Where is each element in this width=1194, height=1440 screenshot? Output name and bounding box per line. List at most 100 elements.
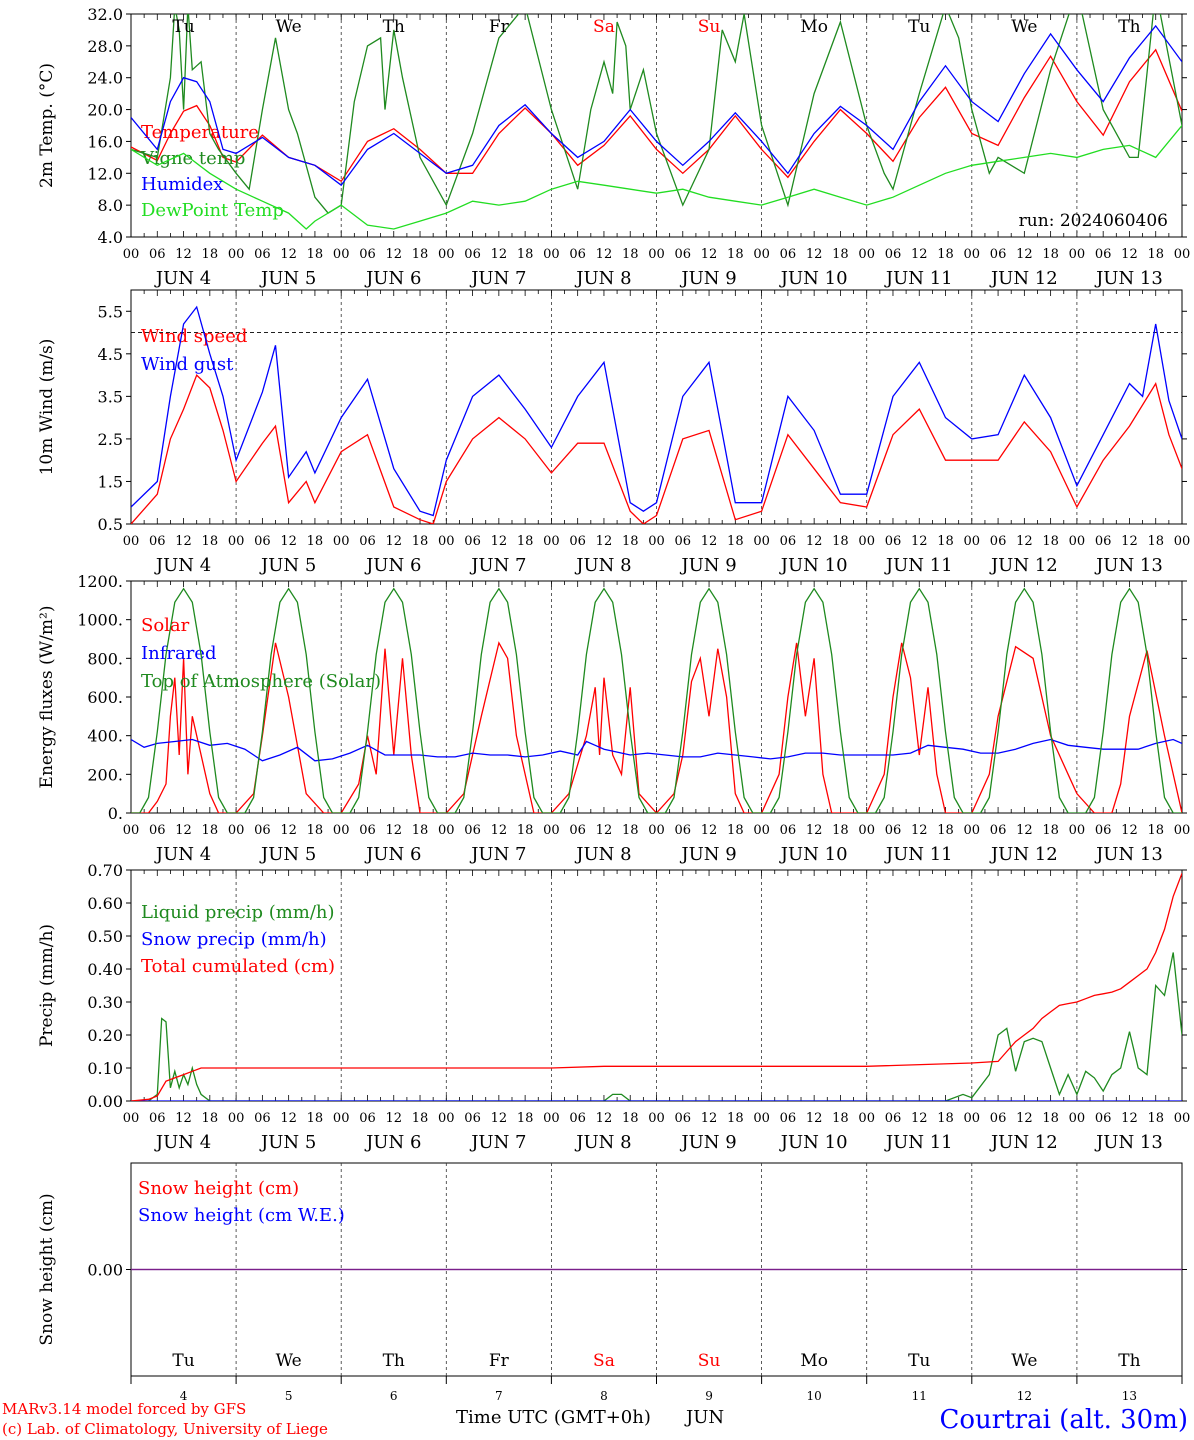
hour-tick-label: 06 — [464, 534, 481, 549]
hour-tick-label: 00 — [648, 823, 665, 838]
hour-tick-label: 06 — [780, 247, 797, 262]
legend-entry: Solar — [141, 615, 190, 636]
hour-tick-label: 12 — [175, 1111, 192, 1126]
hour-tick-label: 12 — [491, 534, 508, 549]
day-number-label: 13 — [1122, 1389, 1137, 1403]
panel-2: 0.5 1.5 2.5 3.5 4.5 5.5 10m Wind (m/s) Wind spe… — [37, 289, 1190, 576]
hour-tick-label: 18 — [832, 1111, 849, 1126]
hour-tick-label: 12 — [1121, 823, 1138, 838]
day-number-label: 5 — [285, 1389, 293, 1403]
y-tick-label: 0.70 — [87, 861, 123, 880]
hour-tick-label: 06 — [1095, 1111, 1112, 1126]
hour-tick-label: 06 — [359, 247, 376, 262]
hour-tick-label: 06 — [780, 1111, 797, 1126]
hour-tick-label: 12 — [806, 1111, 823, 1126]
hour-tick-label: 12 — [1016, 534, 1033, 549]
hour-tick-label: 06 — [359, 823, 376, 838]
legend-entry: Humidex — [141, 174, 223, 195]
hour-tick-label: 12 — [596, 823, 613, 838]
hour-tick-label: 12 — [175, 247, 192, 262]
hour-tick-label: 06 — [569, 1111, 586, 1126]
hour-tick-label: 00 — [753, 534, 770, 549]
hour-tick-label: 00 — [123, 823, 140, 838]
hour-tick-label: 18 — [1042, 1111, 1059, 1126]
legend-entry: Top of Atmosphere (Solar) — [141, 671, 381, 692]
day-label: JUN 5 — [259, 1132, 316, 1153]
day-number-label: 6 — [390, 1389, 398, 1403]
hour-tick-label: 12 — [1121, 534, 1138, 549]
hour-tick-label: 12 — [701, 247, 718, 262]
y-tick-label: 0.00 — [87, 1261, 123, 1280]
day-label: JUN 13 — [1094, 268, 1163, 289]
hour-tick-label: 06 — [149, 534, 166, 549]
hour-tick-label: 00 — [543, 247, 560, 262]
hour-tick-label: 18 — [937, 247, 954, 262]
legend-entry: Temperature — [141, 122, 259, 143]
hour-tick-label: 18 — [832, 823, 849, 838]
day-label: JUN 10 — [779, 555, 848, 576]
hour-tick-label: 18 — [937, 534, 954, 549]
hour-tick-label: 18 — [517, 534, 534, 549]
hour-tick-label: 12 — [491, 247, 508, 262]
weekday-label: We — [276, 17, 302, 37]
day-label: JUN 12 — [989, 555, 1058, 576]
hour-tick-label: 18 — [202, 823, 219, 838]
weekday-label: Th — [1118, 1351, 1140, 1371]
day-number-label: 7 — [495, 1389, 503, 1403]
hour-tick-label: 18 — [517, 823, 534, 838]
weekday-label: Tu — [908, 1351, 930, 1371]
hour-tick-label: 00 — [228, 1111, 245, 1126]
series-wind-gust — [131, 305, 1182, 517]
day-label: JUN 13 — [1094, 844, 1163, 865]
hour-tick-label: 00 — [648, 1111, 665, 1126]
hour-tick-label: 06 — [675, 534, 692, 549]
hour-tick-label: 06 — [569, 534, 586, 549]
day-label: JUN 10 — [779, 1132, 848, 1153]
hour-tick-label: 00 — [123, 247, 140, 262]
panel-4: 0.00 0.10 0.20 0.30 0.40 0.50 0.60 0.70 Precip (… — [37, 861, 1190, 1153]
day-label: JUN 5 — [259, 555, 316, 576]
hour-tick-label: 06 — [569, 247, 586, 262]
legend-entry: Wind gust — [141, 354, 234, 375]
hour-tick-label: 00 — [438, 534, 455, 549]
day-label: JUN 12 — [989, 1132, 1058, 1153]
hour-tick-label: 06 — [464, 823, 481, 838]
hour-tick-label: 06 — [149, 247, 166, 262]
hour-tick-label: 06 — [1095, 534, 1112, 549]
day-label: JUN 10 — [779, 844, 848, 865]
day-label: JUN 7 — [469, 268, 526, 289]
hour-tick-label: 12 — [806, 534, 823, 549]
weekday-label: Th — [1118, 17, 1140, 37]
hour-tick-label: 00 — [333, 247, 350, 262]
hour-tick-label: 00 — [438, 823, 455, 838]
hour-tick-label: 12 — [385, 534, 402, 549]
hour-tick-label: 00 — [333, 823, 350, 838]
day-label: JUN 11 — [884, 268, 953, 289]
hour-tick-label: 06 — [464, 247, 481, 262]
day-number-label: 10 — [807, 1389, 822, 1403]
hour-tick-label: 06 — [464, 1111, 481, 1126]
day-label: JUN 6 — [364, 1132, 421, 1153]
hour-tick-label: 12 — [280, 1111, 297, 1126]
hour-tick-label: 06 — [885, 823, 902, 838]
hour-tick-label: 00 — [333, 534, 350, 549]
hour-tick-label: 00 — [753, 823, 770, 838]
panel-5: 0.00 Snow height (cm) Snow height (cm) Snow… — [37, 1162, 1187, 1403]
day-label: JUN 6 — [364, 268, 421, 289]
legend-entry: Infrared — [141, 643, 216, 664]
day-number-label: 12 — [1017, 1389, 1032, 1403]
day-label: JUN 6 — [364, 555, 421, 576]
hour-tick-label: 18 — [622, 1111, 639, 1126]
hour-tick-label: 06 — [569, 823, 586, 838]
hour-tick-label: 18 — [937, 823, 954, 838]
series-wind-speed — [131, 373, 1182, 524]
legend-entry: Total cumulated (cm) — [141, 956, 335, 977]
day-label: JUN 4 — [154, 1132, 211, 1153]
y-tick-label: 0.20 — [87, 1026, 123, 1045]
hour-tick-label: 06 — [675, 247, 692, 262]
y-tick-label: 800. — [87, 649, 123, 668]
legend-entry: Snow precip (mm/h) — [141, 929, 327, 950]
series-total-cumulated-cm — [131, 873, 1182, 1101]
hour-tick-label: 18 — [307, 823, 324, 838]
weekday-label: We — [276, 1351, 302, 1371]
